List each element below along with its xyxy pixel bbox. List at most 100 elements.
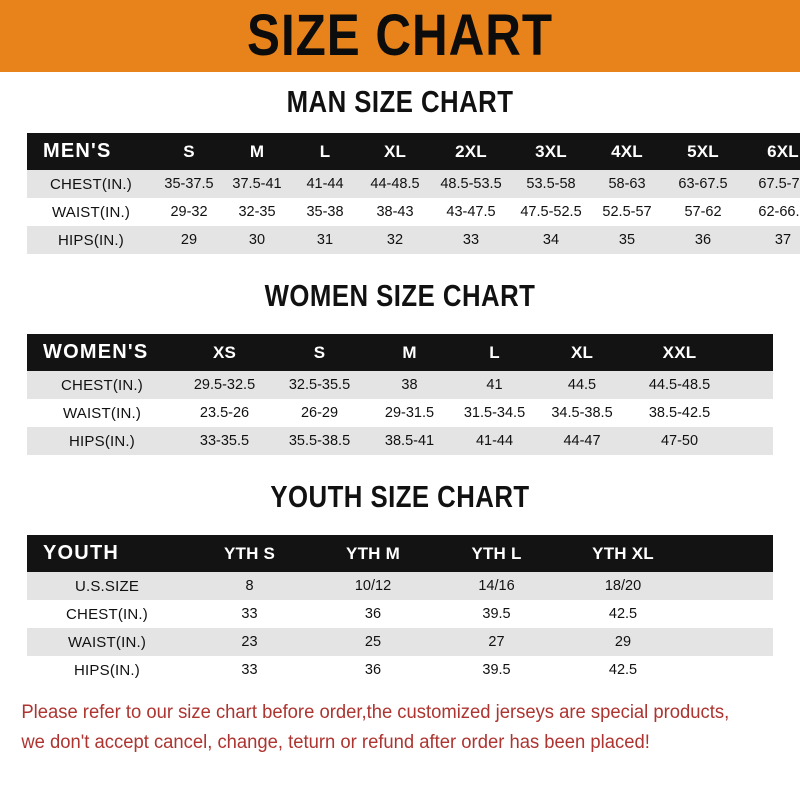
men-chest-m: 37.5-41	[223, 170, 291, 198]
men-col-l: L	[291, 133, 359, 170]
women-chart-block: WOMEN'S XS S M L XL XXL CHEST(IN.) 29.5-…	[0, 334, 800, 455]
women-chest-l: 41	[452, 371, 537, 399]
men-waist-5xl: 57-62	[663, 198, 743, 226]
youth-chest-spacer	[687, 600, 773, 628]
youth-hips-l: 39.5	[434, 656, 559, 684]
women-waist-s: 26-29	[272, 399, 367, 427]
youth-waist-m: 25	[312, 628, 434, 656]
men-row-hips-label: HIPS(IN.)	[27, 226, 155, 254]
youth-chest-m: 36	[312, 600, 434, 628]
women-chest-xl: 44.5	[537, 371, 627, 399]
women-waist-spacer	[732, 399, 773, 427]
men-col-4xl: 4XL	[591, 133, 663, 170]
women-row-waist-label: WAIST(IN.)	[27, 399, 177, 427]
youth-col-l: YTH L	[434, 535, 559, 572]
women-waist-xl: 34.5-38.5	[537, 399, 627, 427]
youth-row-hips-label: HIPS(IN.)	[27, 656, 187, 684]
men-hips-l: 31	[291, 226, 359, 254]
men-waist-l: 35-38	[291, 198, 359, 226]
youth-hips-spacer	[687, 656, 773, 684]
youth-size-table: YOUTH YTH S YTH M YTH L YTH XL U.S.SIZE …	[27, 535, 773, 684]
banner: SIZE CHART	[0, 0, 800, 72]
women-col-s: S	[272, 334, 367, 371]
men-col-2xl: 2XL	[431, 133, 511, 170]
women-hips-xs: 33-35.5	[177, 427, 272, 455]
table-row: CHEST(IN.) 33 36 39.5 42.5	[27, 600, 773, 628]
men-chest-2xl: 48.5-53.5	[431, 170, 511, 198]
men-waist-xl: 38-43	[359, 198, 431, 226]
men-hips-4xl: 35	[591, 226, 663, 254]
women-hips-l: 41-44	[452, 427, 537, 455]
men-chest-l: 41-44	[291, 170, 359, 198]
men-col-5xl: 5XL	[663, 133, 743, 170]
table-row: CHEST(IN.) 29.5-32.5 32.5-35.5 38 41 44.…	[27, 371, 773, 399]
women-hips-spacer	[732, 427, 773, 455]
youth-header-label: YOUTH	[27, 535, 187, 572]
men-waist-6xl: 62-66.5	[743, 198, 800, 226]
women-header-label: WOMEN'S	[27, 334, 177, 371]
men-waist-2xl: 43-47.5	[431, 198, 511, 226]
youth-chest-xl: 42.5	[559, 600, 687, 628]
women-chest-spacer	[732, 371, 773, 399]
women-col-xxl: XXL	[627, 334, 732, 371]
men-chart-block: MEN'S S M L XL 2XL 3XL 4XL 5XL 6XL CHEST…	[0, 133, 800, 254]
men-header-label: MEN'S	[27, 133, 155, 170]
women-waist-l: 31.5-34.5	[452, 399, 537, 427]
men-chest-6xl: 67.5-72	[743, 170, 800, 198]
men-hips-xl: 32	[359, 226, 431, 254]
women-hips-xxl: 47-50	[627, 427, 732, 455]
table-row: WAIST(IN.) 29-32 32-35 35-38 38-43 43-47…	[27, 198, 800, 226]
youth-hips-s: 33	[187, 656, 312, 684]
men-hips-5xl: 36	[663, 226, 743, 254]
men-col-m: M	[223, 133, 291, 170]
men-hips-3xl: 34	[511, 226, 591, 254]
women-header-spacer	[732, 334, 773, 371]
women-row-chest-label: CHEST(IN.)	[27, 371, 177, 399]
youth-ussize-m: 10/12	[312, 572, 434, 600]
youth-row-waist-label: WAIST(IN.)	[27, 628, 187, 656]
women-size-table: WOMEN'S XS S M L XL XXL CHEST(IN.) 29.5-…	[27, 334, 773, 455]
men-waist-3xl: 47.5-52.5	[511, 198, 591, 226]
women-hips-xl: 44-47	[537, 427, 627, 455]
table-row: U.S.SIZE 8 10/12 14/16 18/20	[27, 572, 773, 600]
men-waist-4xl: 52.5-57	[591, 198, 663, 226]
men-chest-s: 35-37.5	[155, 170, 223, 198]
men-hips-2xl: 33	[431, 226, 511, 254]
women-waist-xxl: 38.5-42.5	[627, 399, 732, 427]
men-col-6xl: 6XL	[743, 133, 800, 170]
youth-col-m: YTH M	[312, 535, 434, 572]
youth-waist-xl: 29	[559, 628, 687, 656]
youth-col-s: YTH S	[187, 535, 312, 572]
banner-title: SIZE CHART	[247, 3, 553, 69]
youth-col-xl: YTH XL	[559, 535, 687, 572]
youth-header-spacer	[687, 535, 773, 572]
women-chest-m: 38	[367, 371, 452, 399]
men-row-waist-label: WAIST(IN.)	[27, 198, 155, 226]
youth-ussize-s: 8	[187, 572, 312, 600]
men-header-row: MEN'S S M L XL 2XL 3XL 4XL 5XL 6XL	[27, 133, 800, 170]
men-row-chest-label: CHEST(IN.)	[27, 170, 155, 198]
men-waist-m: 32-35	[223, 198, 291, 226]
men-chest-4xl: 58-63	[591, 170, 663, 198]
women-header-row: WOMEN'S XS S M L XL XXL	[27, 334, 773, 371]
men-hips-s: 29	[155, 226, 223, 254]
men-waist-s: 29-32	[155, 198, 223, 226]
table-row: CHEST(IN.) 35-37.5 37.5-41 41-44 44-48.5…	[27, 170, 800, 198]
men-chest-xl: 44-48.5	[359, 170, 431, 198]
footer-note-line2: we don't accept cancel, change, teturn o…	[21, 732, 650, 753]
footer-note-line1: Please refer to our size chart before or…	[21, 702, 730, 723]
section-title-women: WOMEN SIZE CHART	[264, 278, 536, 313]
women-col-m: M	[367, 334, 452, 371]
women-hips-s: 35.5-38.5	[272, 427, 367, 455]
women-waist-m: 29-31.5	[367, 399, 452, 427]
youth-chest-l: 39.5	[434, 600, 559, 628]
table-row: WAIST(IN.) 23.5-26 26-29 29-31.5 31.5-34…	[27, 399, 773, 427]
youth-waist-s: 23	[187, 628, 312, 656]
youth-ussize-xl: 18/20	[559, 572, 687, 600]
youth-hips-m: 36	[312, 656, 434, 684]
section-title-man: MAN SIZE CHART	[286, 84, 514, 119]
table-row: HIPS(IN.) 33 36 39.5 42.5	[27, 656, 773, 684]
women-col-xl: XL	[537, 334, 627, 371]
men-size-table: MEN'S S M L XL 2XL 3XL 4XL 5XL 6XL CHEST…	[27, 133, 800, 254]
